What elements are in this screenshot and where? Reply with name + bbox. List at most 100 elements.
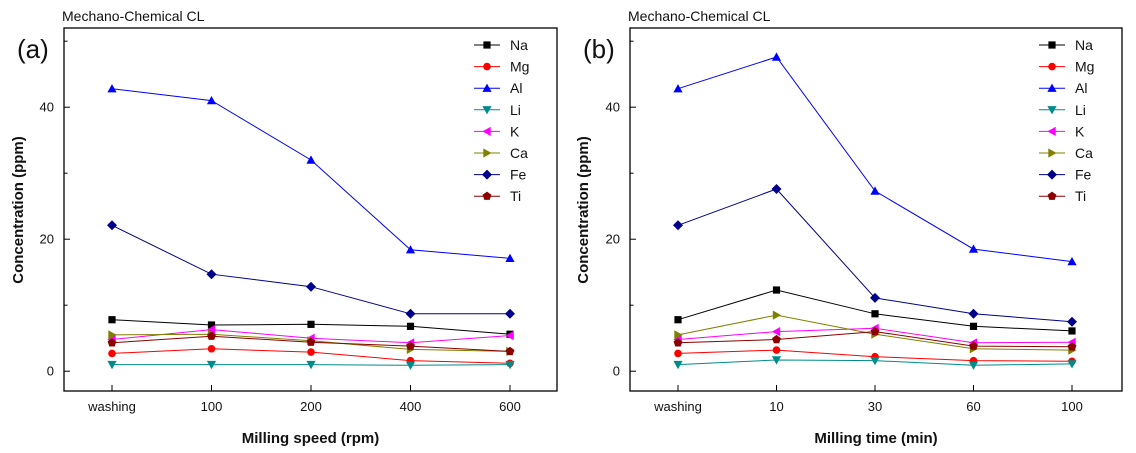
data-point [107, 84, 117, 93]
legend-label: Al [510, 80, 522, 96]
series-na [674, 286, 1076, 335]
legend-entry: Mg [474, 59, 529, 75]
legend-label: Ca [1075, 145, 1093, 161]
x-axis-title: Milling speed (rpm) [242, 430, 380, 447]
data-point [673, 220, 683, 231]
data-point [772, 334, 781, 344]
y-tick-label: 20 [40, 232, 54, 247]
data-point [505, 308, 515, 319]
data-point [871, 310, 879, 318]
legend-label: Fe [510, 167, 527, 183]
panel-title: Mechano-Chemical CL [628, 8, 771, 24]
data-point [674, 330, 683, 340]
x-tick-label: washing [653, 399, 702, 414]
data-point [674, 349, 682, 358]
legend-marker [483, 148, 492, 158]
data-point [306, 360, 316, 370]
data-point [1067, 257, 1077, 266]
series-al [673, 52, 1077, 266]
y-tick-label: 0 [47, 364, 54, 379]
legend-marker [483, 62, 491, 71]
legend-entry: Li [474, 102, 521, 118]
legend-entry: K [474, 123, 520, 139]
legend-marker [1047, 169, 1057, 180]
x-tick-label: 600 [499, 399, 521, 414]
legend-label: K [1075, 123, 1085, 139]
data-point [1068, 327, 1076, 335]
series-fe [107, 220, 515, 319]
legend-label: Fe [1075, 167, 1092, 183]
legend: Na Mg Al Li K Ca Fe Ti [474, 37, 529, 204]
legend-label: Mg [1075, 59, 1094, 75]
data-point [107, 338, 117, 347]
data-point [505, 253, 515, 262]
data-point [406, 322, 415, 330]
y-tick-label: 40 [40, 100, 54, 115]
legend-label: Na [1075, 37, 1093, 53]
data-point [772, 286, 781, 294]
data-point [1067, 342, 1077, 351]
data-point [405, 245, 416, 254]
data-point [505, 346, 515, 356]
x-tick-label: 400 [400, 399, 422, 414]
x-tick-label: 10 [769, 399, 783, 414]
legend-entry: Ti [1039, 188, 1086, 204]
legend-entry: Ca [474, 145, 528, 161]
legend-entry: Na [474, 37, 528, 53]
data-point [771, 184, 782, 194]
data-point [673, 360, 683, 370]
legend-label: Na [510, 37, 528, 53]
data-point [870, 292, 880, 303]
legend-marker [482, 83, 492, 92]
series-al [107, 84, 515, 262]
data-point [206, 96, 217, 105]
x-tick-label: 200 [300, 399, 322, 414]
legend-entry: K [1039, 123, 1085, 139]
y-tick-label: 40 [606, 100, 620, 115]
data-point [405, 308, 416, 319]
data-point [107, 360, 117, 370]
legend-marker [482, 106, 492, 115]
legend-marker [1048, 41, 1056, 49]
data-point [673, 84, 683, 93]
panel-title: Mechano-Chemical CL [62, 8, 205, 24]
x-tick-label: 60 [966, 399, 980, 414]
series-li [107, 360, 515, 370]
x-tick-label: washing [87, 399, 136, 414]
data-point [870, 357, 880, 366]
y-axis-title: Concentration (ppm) [575, 136, 592, 284]
data-point [968, 361, 979, 370]
data-point [207, 344, 216, 353]
data-point [870, 327, 880, 336]
legend-marker [482, 191, 492, 200]
legend-label: Ca [510, 145, 528, 161]
chart-panel-1: 0 20 40 washing 10 30 60 100 Milling time (min) C… [575, 8, 1123, 447]
legend-entry: Al [474, 80, 522, 96]
data-point [207, 321, 216, 329]
data-point [108, 316, 116, 324]
legend-marker [1047, 106, 1057, 115]
y-tick-label: 20 [606, 232, 620, 247]
legend-label: Li [1075, 102, 1086, 118]
legend-label: Mg [510, 59, 529, 75]
data-point [674, 316, 682, 324]
data-point [306, 281, 316, 292]
y-axis-title: Concentration (ppm) [10, 136, 27, 284]
legend-marker [483, 41, 491, 49]
data-point [969, 322, 978, 330]
data-point [968, 244, 979, 253]
y-tick-label: 0 [613, 364, 620, 379]
data-point [771, 327, 781, 337]
legend-entry: Al [1039, 80, 1087, 96]
data-point [771, 356, 782, 365]
data-point [870, 186, 880, 195]
data-point [505, 331, 514, 341]
x-tick-label: 100 [201, 399, 223, 414]
data-point [1067, 316, 1077, 327]
series-line [111, 224, 510, 315]
legend-label: Ti [510, 188, 521, 204]
x-tick-label: 100 [1061, 399, 1083, 414]
chart-panel-0: 0 20 40 washing 100 200 400 600 Milling speed (r… [10, 8, 558, 447]
data-point [206, 269, 217, 280]
data-point [772, 310, 782, 320]
